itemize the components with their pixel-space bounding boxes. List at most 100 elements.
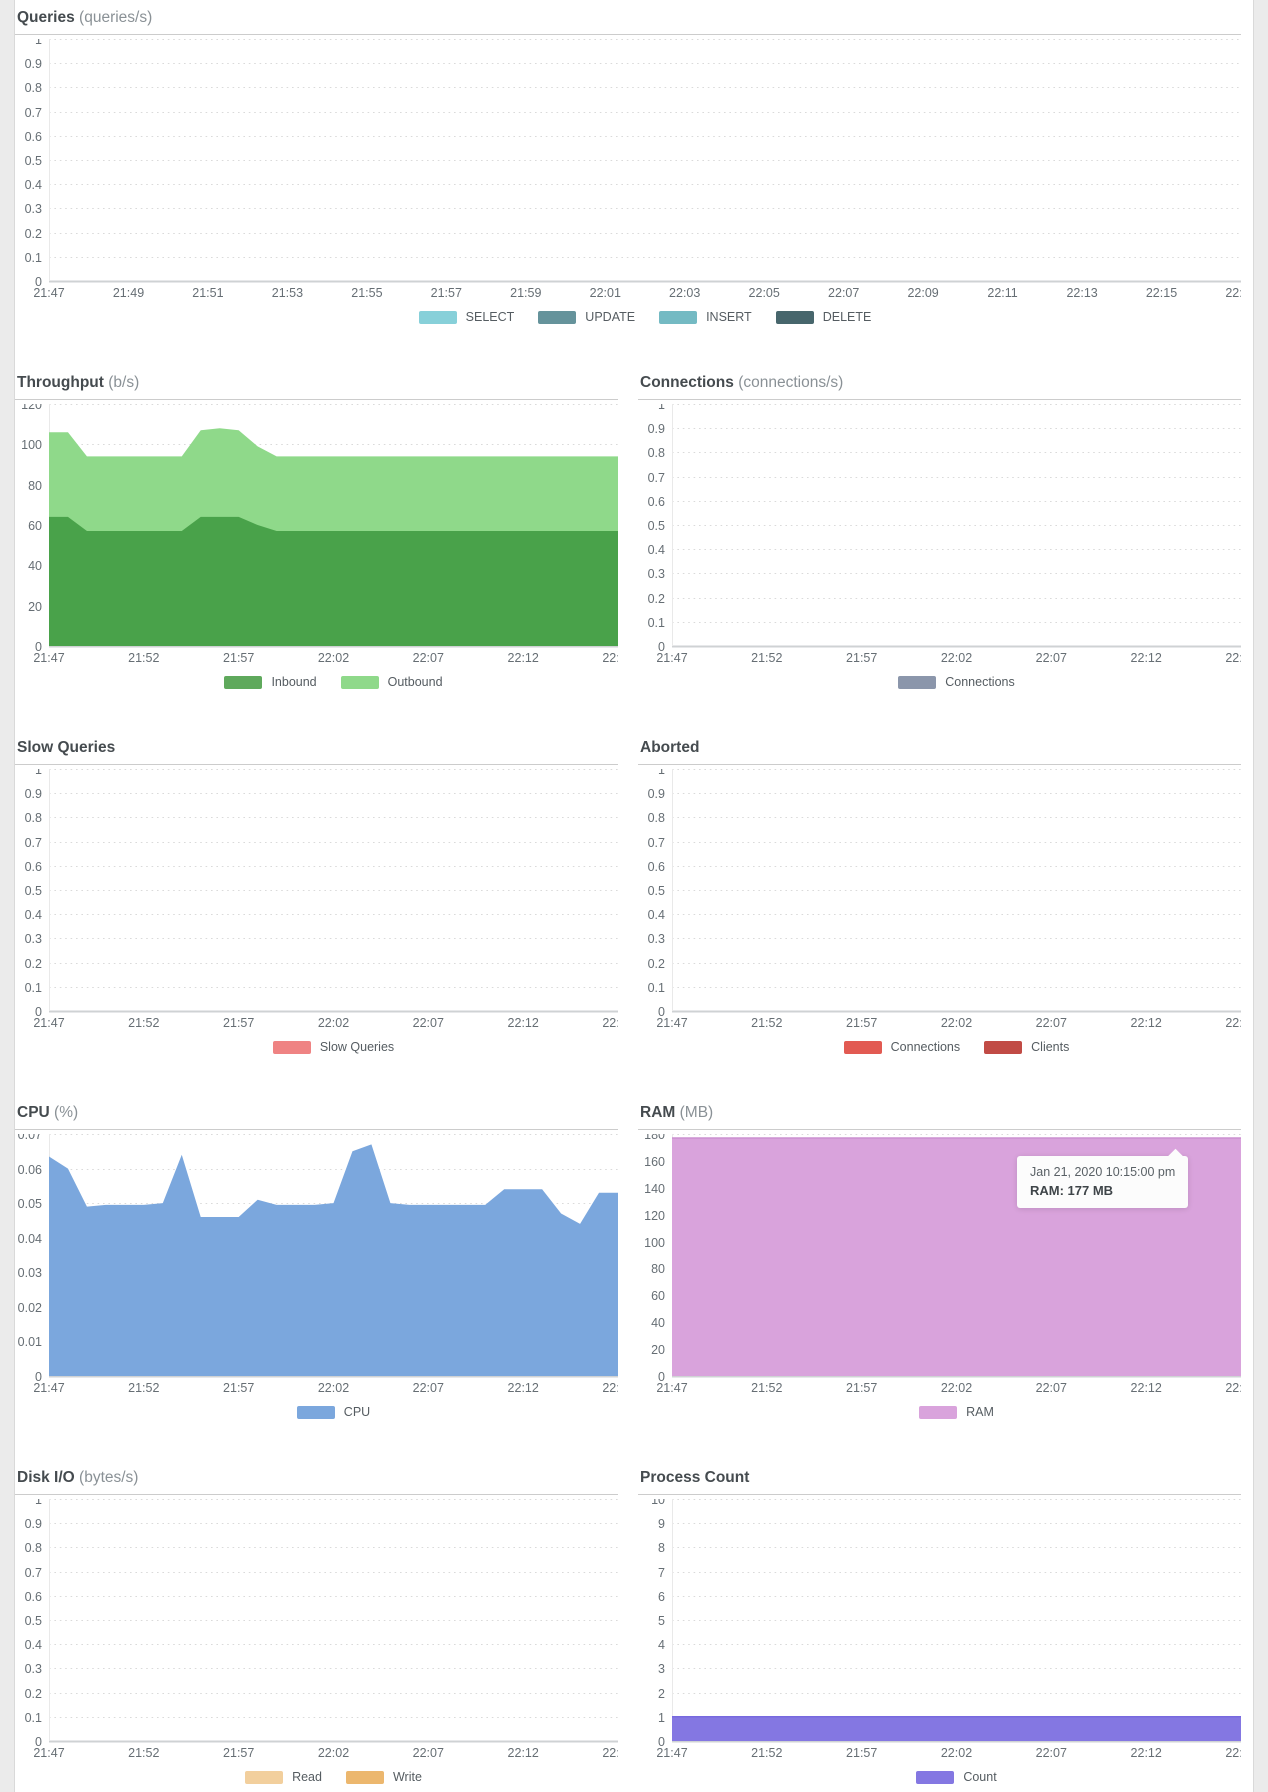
x-tick-label: 21:47 [33,651,64,665]
chart-card-connections: Connections (connections/s) 1 0.9 0.8 0.7 0.… [638,369,1241,690]
chart-canvas-slot: 1 0.9 0.8 0.7 0.6 0.5 0.4 0.3 0.2 0.1 0 21:47 21:52 2… [638,404,1241,668]
y-tick-label: 0.6 [25,130,42,144]
legend-label: CPU [343,1405,371,1419]
legend-item-outbound[interactable]: Outbound [340,675,443,689]
legend-label: Slow Queries [319,1040,395,1054]
y-tick-label: 0.07 [18,1134,42,1142]
legend-swatch [224,675,263,689]
y-tick-label: 0.06 [18,1163,42,1177]
legend-item-delete[interactable]: DELETE [775,310,872,324]
x-tick-label: 21:47 [33,286,64,300]
legend-swatch [984,1040,1023,1054]
y-tick-label: 0.9 [25,57,42,71]
y-tick-label: 1 [35,769,42,777]
slow_queries-plot-area[interactable]: 1 0.9 0.8 0.7 0.6 0.5 0.4 0.3 0.2 0.1 021:47 21:52 2… [15,769,618,1033]
y-tick-label: 0.9 [25,787,42,801]
chart-subtitle: (connections/s) [738,374,844,391]
y-tick-label: 20 [651,1343,665,1357]
legend-item-write[interactable]: Write [345,1770,422,1784]
y-tick-label: 0 [658,1005,665,1019]
disk_io-plot-area[interactable]: 1 0.9 0.8 0.7 0.6 0.5 0.4 0.3 0.2 0.1 021:47 21:52 2… [15,1499,618,1763]
chart-title: RAM (MB) [638,1099,1241,1130]
legend-item-insert[interactable]: INSERT [659,310,752,324]
y-tick-label: 0.7 [25,1566,42,1580]
cpu-plot-area[interactable]: 0.07 0.06 0.05 0.04 0.03 0.02 0.01 021:47 21:52 2… [15,1134,618,1398]
x-tick-label: 22:17 [1225,651,1241,665]
throughput-plot-area[interactable]: 120 100 80 60 40 20 021:47 21:52 21:57 22:02 22:07… [15,404,618,668]
y-tick-label: 0.1 [25,981,42,995]
chart-title-text: Disk I/O [17,1469,75,1486]
chart-legend: Inbound Outbound [49,674,618,690]
chart-title-text: Queries [17,9,75,26]
x-tick-label: 22:03 [669,286,700,300]
x-tick-label: 22:07 [413,1016,444,1030]
tooltip-timestamp: Jan 21, 2020 10:15:00 pm [1030,1165,1176,1179]
y-tick-label: 0.7 [648,471,665,485]
dashboard-panel: Queries (queries/s) 1 0.9 0.8 0.7 0.6 0.5 0.4 0… [14,0,1254,1792]
y-tick-label: 60 [28,519,42,533]
legend-item-update[interactable]: UPDATE [538,310,635,324]
x-tick-label: 21:52 [128,1016,159,1030]
x-tick-label: 21:52 [751,1746,782,1760]
y-tick-label: 20 [28,600,42,614]
y-tick-label: 0.1 [648,616,665,630]
legend-item-slow-queries[interactable]: Slow Queries [272,1040,395,1054]
y-tick-label: 0.3 [648,567,665,581]
y-tick-label: 0.4 [25,178,42,192]
y-tick-label: 100 [21,438,42,452]
chart-canvas-slot: 0.07 0.06 0.05 0.04 0.03 0.02 0.01 0 21:47 21:52 2… [15,1134,618,1398]
legend-item-count[interactable]: Count [916,1770,997,1784]
legend-item-select[interactable]: SELECT [418,310,514,324]
chart-canvas-slot: 1 0.9 0.8 0.7 0.6 0.5 0.4 0.3 0.2 0.1 0 21:47 21:52 2… [638,769,1241,1033]
legend-label: DELETE [822,310,872,324]
legend-item-ram[interactable]: RAM [919,1405,994,1419]
x-tick-label: 22:12 [508,1381,539,1395]
chart-card-process_count: Process Count 10 9 8 7 6 5 4 3 2 1 0 21:47 21:52 21:5… [638,1464,1241,1785]
chart-row: Throughput (b/s) 120 100 80 60 40 20 0 21:47 21:… [15,369,1253,690]
legend-swatch [340,675,379,689]
legend-label: Count [963,1770,997,1784]
legend-item-inbound[interactable]: Inbound [224,675,317,689]
chart-subtitle: (b/s) [108,374,140,391]
y-tick-label: 40 [28,559,42,573]
queries-plot-area[interactable]: 1 0.9 0.8 0.7 0.6 0.5 0.4 0.3 0.2 0.1 021:47 21:49 2… [15,39,1241,303]
legend-item-connections[interactable]: Connections [843,1040,960,1054]
y-tick-label: 1 [35,1499,42,1507]
y-tick-label: 0.04 [18,1232,42,1246]
chart-legend: Connections Clients [672,1039,1241,1055]
chart-title: Slow Queries [15,734,618,765]
y-tick-label: 0.4 [25,908,42,922]
legend-item-connections[interactable]: Connections [898,675,1015,689]
y-tick-label: 0.7 [25,106,42,120]
chart-legend: Slow Queries [49,1039,618,1055]
y-tick-label: 0.5 [648,519,665,533]
legend-item-clients[interactable]: Clients [984,1040,1069,1054]
legend-label: UPDATE [585,310,636,324]
y-tick-label: 6 [658,1590,665,1604]
legend-label: Connections [945,675,1015,689]
y-tick-label: 0.2 [25,957,42,971]
y-tick-label: 0.8 [648,811,665,825]
x-tick-label: 22:07 [1036,1746,1067,1760]
aborted-plot-area[interactable]: 1 0.9 0.8 0.7 0.6 0.5 0.4 0.3 0.2 0.1 021:47 21:52 2… [638,769,1241,1033]
x-tick-label: 22:05 [749,286,780,300]
y-tick-label: 80 [28,479,42,493]
y-tick-label: 0.7 [648,836,665,850]
y-tick-label: 2 [658,1687,665,1701]
chart-title: Process Count [638,1464,1241,1495]
legend-swatch [775,310,814,324]
y-tick-label: 180 [644,1134,665,1142]
y-tick-label: 0.05 [18,1197,42,1211]
legend-item-read[interactable]: Read [245,1770,322,1784]
chart-tooltip: Jan 21, 2020 10:15:00 pm RAM: 177 MB [1017,1156,1189,1208]
chart-subtitle: (%) [54,1104,79,1121]
x-tick-label: 21:47 [656,1381,687,1395]
legend-item-cpu[interactable]: CPU [296,1405,371,1419]
x-tick-label: 22:12 [1131,651,1162,665]
chart-card-ram: RAM (MB) 180 160 140 120 100 80 60 40 20 0 21:47 21… [638,1099,1241,1420]
connections-plot-area[interactable]: 1 0.9 0.8 0.7 0.6 0.5 0.4 0.3 0.2 0.1 021:47 21:52 2… [638,404,1241,668]
x-tick-label: 22:12 [1131,1381,1162,1395]
x-tick-label: 22:07 [1036,1016,1067,1030]
chart-subtitle: (queries/s) [79,9,153,26]
